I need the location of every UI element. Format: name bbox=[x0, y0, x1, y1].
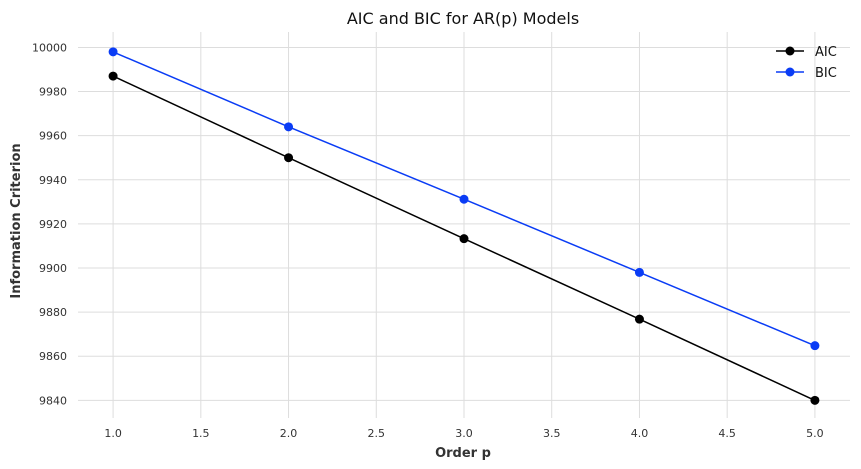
x-tick-label: 5.0 bbox=[806, 427, 824, 440]
legend-label-bic: BIC bbox=[815, 66, 837, 81]
x-tick-label: 2.0 bbox=[280, 427, 298, 440]
y-tick-label: 10000 bbox=[32, 41, 67, 54]
grid-layer bbox=[78, 32, 850, 418]
y-tick-label: 9960 bbox=[39, 130, 67, 143]
y-tick-label: 9940 bbox=[39, 174, 67, 187]
data-point-aic bbox=[459, 234, 469, 244]
data-point-bic bbox=[459, 194, 469, 204]
y-tick-label: 9900 bbox=[39, 262, 67, 275]
y-tick-label: 9860 bbox=[39, 350, 67, 363]
legend-entry-bic: BIC bbox=[776, 66, 837, 81]
y-tick-labels: 9840 9860 9880 9900 9920 9940 9960 9980 10000 bbox=[32, 41, 67, 407]
x-tick-label: 3.5 bbox=[543, 427, 561, 440]
legend-marker-bic bbox=[785, 67, 795, 77]
data-point-aic bbox=[634, 314, 644, 324]
data-point-bic bbox=[634, 267, 644, 277]
data-point-bic bbox=[284, 122, 294, 132]
y-tick-label: 9880 bbox=[39, 306, 67, 319]
x-tick-label: 1.0 bbox=[104, 427, 122, 440]
legend: AIC BIC bbox=[776, 45, 837, 81]
x-axis-title: Order p bbox=[435, 446, 491, 461]
data-point-aic bbox=[284, 153, 294, 163]
y-tick-label: 9920 bbox=[39, 218, 67, 231]
x-tick-label: 4.5 bbox=[718, 427, 736, 440]
y-axis-title: Information Criterion bbox=[9, 143, 24, 298]
legend-marker-aic bbox=[785, 46, 795, 56]
x-tick-label: 1.5 bbox=[192, 427, 210, 440]
y-tick-label: 9840 bbox=[39, 394, 67, 407]
series-layer bbox=[108, 47, 820, 405]
y-tick-label: 9980 bbox=[39, 86, 67, 99]
x-tick-label: 3.0 bbox=[455, 427, 473, 440]
data-point-aic bbox=[108, 71, 118, 81]
x-tick-labels: 1.0 1.5 2.0 2.5 3.0 3.5 4.0 4.5 5.0 bbox=[104, 427, 823, 440]
x-tick-label: 4.0 bbox=[631, 427, 649, 440]
data-point-bic bbox=[810, 341, 820, 351]
data-point-aic bbox=[810, 395, 820, 405]
legend-label-aic: AIC bbox=[815, 45, 837, 60]
series-bic bbox=[108, 47, 820, 351]
legend-entry-aic: AIC bbox=[776, 45, 837, 60]
chart-title: AIC and BIC for AR(p) Models bbox=[347, 9, 579, 28]
x-tick-label: 2.5 bbox=[368, 427, 386, 440]
data-point-bic bbox=[108, 47, 118, 57]
series-aic bbox=[108, 71, 820, 405]
